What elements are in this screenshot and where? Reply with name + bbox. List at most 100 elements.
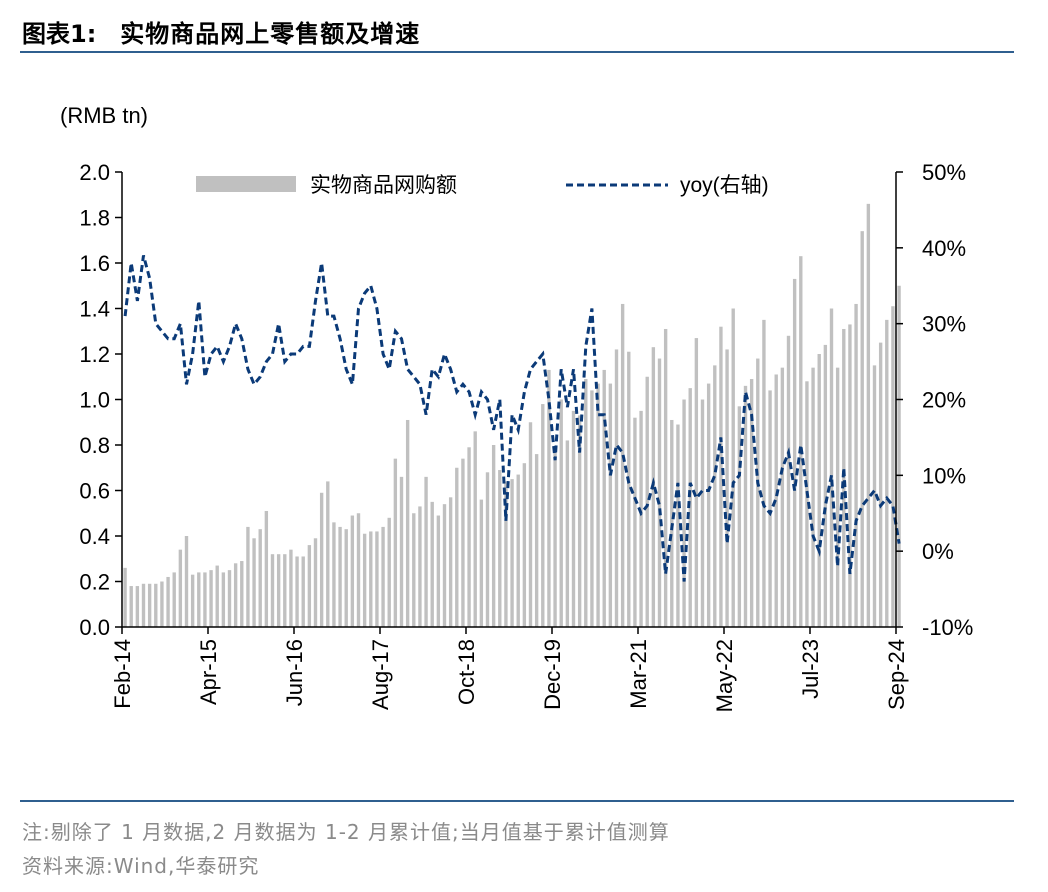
figure-label: 图表1: (22, 20, 97, 48)
bar (602, 369, 606, 627)
bar (835, 367, 840, 627)
bar (209, 570, 213, 627)
bar (264, 510, 269, 627)
bar (233, 563, 238, 627)
left-tick-label: 0.8 (79, 433, 110, 458)
source-note: 资料来源:Wind,华泰研究 (22, 854, 260, 878)
bar (571, 410, 576, 627)
x-tick-label: May-22 (712, 639, 737, 712)
bar (498, 470, 502, 627)
bar (485, 472, 490, 627)
bar (657, 358, 662, 627)
right-tick-label: 50% (922, 160, 966, 185)
bar (731, 308, 735, 627)
bar (123, 567, 127, 627)
bar (178, 549, 183, 627)
legend-bar-label: 实物商品网购额 (310, 174, 457, 197)
bar (516, 474, 520, 627)
bar (326, 481, 330, 627)
bar (154, 583, 158, 627)
left-tick-label: 1.2 (79, 342, 110, 367)
bar (424, 476, 428, 627)
bar (823, 344, 828, 627)
bar (756, 358, 760, 627)
left-tick-label: 0.2 (79, 570, 110, 595)
bar (522, 463, 527, 627)
bar (436, 515, 441, 627)
bar (430, 501, 434, 627)
right-tick-label: -10% (922, 615, 973, 640)
bar (866, 203, 871, 627)
bar (418, 506, 422, 627)
bar (694, 338, 699, 627)
bar (620, 303, 625, 627)
bar (405, 419, 410, 627)
bar (596, 383, 600, 627)
bar (319, 492, 324, 627)
bar (768, 390, 772, 627)
bar (676, 424, 680, 627)
bar (387, 517, 391, 627)
bar (332, 522, 336, 627)
bar (295, 556, 299, 627)
bar (289, 549, 293, 627)
legend: 实物商品网购额 yoy(右轴) (196, 174, 769, 197)
bar (891, 306, 895, 627)
bar (283, 554, 287, 627)
bar (221, 572, 226, 627)
bar (172, 572, 176, 627)
bar (719, 326, 723, 627)
right-tick-label: 30% (922, 312, 966, 337)
bar (147, 583, 152, 627)
bar (227, 570, 232, 627)
right-tick-label: 0% (922, 539, 954, 564)
x-tick-label: Jun-16 (282, 639, 307, 706)
bar (829, 308, 834, 627)
bar (129, 586, 133, 627)
left-tick-label: 1.0 (79, 388, 110, 413)
bar (203, 572, 207, 627)
bar (737, 406, 742, 627)
x-axis-ticks: Feb-14 Apr-15 Jun-16 Aug-17 Oct-18 Dec-19 Mar-… (110, 627, 909, 712)
bar (559, 399, 563, 627)
bar (725, 349, 729, 627)
bar (160, 581, 164, 627)
bar (706, 383, 711, 627)
bar (811, 367, 815, 627)
bar (878, 342, 883, 627)
bar (258, 529, 262, 627)
bar (553, 447, 557, 627)
x-tick-label: Dec-19 (540, 639, 565, 710)
bar (848, 324, 852, 627)
x-tick-label: Mar-21 (626, 639, 651, 709)
bar (350, 515, 355, 627)
left-tick-label: 2.0 (79, 160, 110, 185)
right-tick-label: 40% (922, 236, 966, 261)
header-rule (20, 51, 1014, 53)
bar (442, 504, 447, 627)
bar (491, 445, 496, 627)
left-tick-label: 0.6 (79, 479, 110, 504)
left-axis-ticks: 0.0 0.2 0.4 0.6 0.8 1.0 1.2 1.4 1.6 1.8 2.0 (79, 160, 122, 640)
left-tick-label: 1.4 (79, 297, 110, 322)
bar (240, 561, 244, 627)
bar (338, 526, 342, 627)
bar (627, 351, 631, 627)
x-tick-label: Sep-24 (884, 639, 909, 710)
bar (534, 454, 539, 627)
bar (344, 529, 348, 627)
bar (682, 399, 686, 627)
bar (252, 538, 256, 627)
figure-title: 实物商品网上零售额及增速 (120, 20, 421, 48)
bar (688, 388, 692, 627)
bar (455, 467, 459, 627)
bar (645, 376, 649, 627)
footnote: 注:剔除了 1 月数据,2 月数据为 1-2 月累计值;当月值基于累计值测算 (22, 820, 670, 844)
bar (700, 399, 705, 627)
x-tick-label: Oct-18 (454, 639, 479, 705)
bar (510, 479, 514, 627)
bar (860, 231, 864, 627)
bar (633, 417, 637, 627)
bar (362, 533, 367, 627)
bar (749, 379, 754, 627)
